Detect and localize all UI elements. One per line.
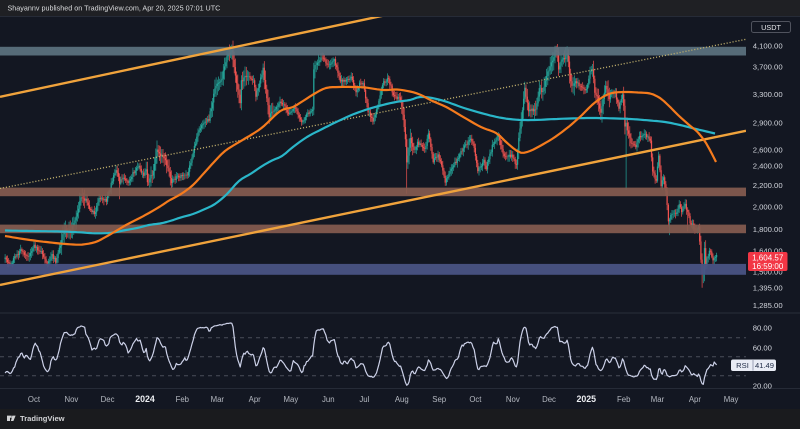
svg-text:1,604.57: 1,604.57 xyxy=(752,254,784,263)
svg-text:1,395.00: 1,395.00 xyxy=(753,283,783,292)
svg-text:Aug: Aug xyxy=(395,395,409,404)
svg-text:2,400.00: 2,400.00 xyxy=(753,161,783,170)
svg-text:May: May xyxy=(284,395,299,404)
svg-text:Nov: Nov xyxy=(64,395,78,404)
svg-text:3,700.00: 3,700.00 xyxy=(753,63,783,72)
svg-text:2025: 2025 xyxy=(577,394,597,404)
svg-text:Apr: Apr xyxy=(689,395,702,404)
svg-text:RSI: RSI xyxy=(736,361,749,370)
svg-text:Jul: Jul xyxy=(359,395,369,404)
svg-text:60.00: 60.00 xyxy=(753,343,772,352)
svg-text:Apr: Apr xyxy=(249,395,262,404)
svg-text:TradingView: TradingView xyxy=(20,414,65,423)
svg-text:Sep: Sep xyxy=(432,395,447,404)
svg-text:1,285.00: 1,285.00 xyxy=(753,301,783,310)
svg-text:2024: 2024 xyxy=(135,394,155,404)
svg-text:Jun: Jun xyxy=(322,395,335,404)
svg-text:Dec: Dec xyxy=(101,395,115,404)
svg-text:2,600.00: 2,600.00 xyxy=(753,146,783,155)
svg-text:May: May xyxy=(724,395,739,404)
svg-text:Nov: Nov xyxy=(506,395,520,404)
svg-text:Dec: Dec xyxy=(542,395,556,404)
svg-text:Oct: Oct xyxy=(469,395,482,404)
svg-text:2,200.00: 2,200.00 xyxy=(753,181,783,190)
svg-text:16:59:00: 16:59:00 xyxy=(752,262,784,271)
svg-text:1,800.00: 1,800.00 xyxy=(753,225,783,234)
svg-text:4,100.00: 4,100.00 xyxy=(753,41,783,50)
svg-text:20.00: 20.00 xyxy=(753,381,772,390)
svg-text:Mar: Mar xyxy=(651,395,665,404)
svg-text:USDT: USDT xyxy=(761,23,781,32)
svg-text:1,500.00: 1,500.00 xyxy=(753,268,783,277)
svg-text:3,300.00: 3,300.00 xyxy=(753,90,783,99)
svg-text:Oct: Oct xyxy=(28,395,41,404)
svg-text:Shayannv published on TradingV: Shayannv published on TradingView.com, A… xyxy=(8,4,221,13)
svg-text:Mar: Mar xyxy=(211,395,225,404)
svg-text:1,640.00: 1,640.00 xyxy=(753,246,783,255)
svg-text:Feb: Feb xyxy=(617,395,631,404)
svg-text:80.00: 80.00 xyxy=(753,323,772,332)
svg-text:41.49: 41.49 xyxy=(755,361,774,370)
svg-text:Feb: Feb xyxy=(176,395,190,404)
svg-text:2,900.00: 2,900.00 xyxy=(753,119,783,128)
svg-text:2,000.00: 2,000.00 xyxy=(753,203,783,212)
